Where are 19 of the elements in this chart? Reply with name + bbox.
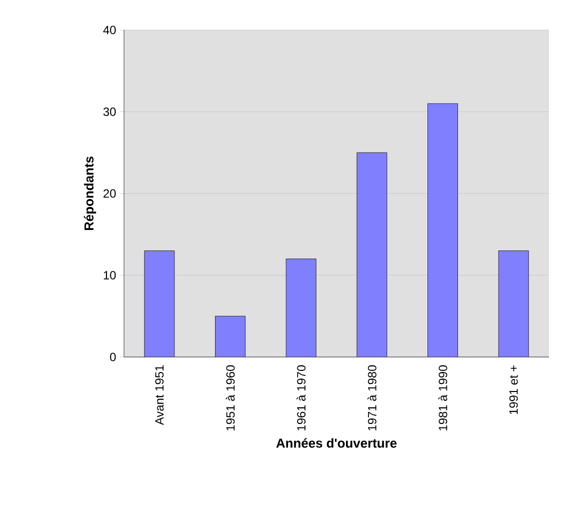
x-tick-label: 1961 à 1970 [296, 365, 306, 430]
y-axis-title: Répondants [84, 156, 96, 230]
bar [356, 152, 387, 357]
y-tick-label: 30 [103, 108, 116, 116]
x-tick-label: Avant 1951 [155, 365, 164, 426]
y-tick-label: 40 [103, 26, 116, 34]
x-axis-title: Années d'ouverture [276, 438, 397, 448]
x-tick-label: 1991 et + [509, 365, 518, 414]
bar [215, 316, 246, 357]
y-tick-label: 10 [104, 271, 116, 280]
x-tick-label: 1981 à 1990 [438, 365, 448, 430]
y-tick-label: 0 [110, 352, 116, 362]
bar [286, 258, 316, 357]
bar [498, 250, 529, 357]
y-tick-label: 20 [104, 189, 116, 198]
x-tick-label: 1951 à 1960 [226, 365, 235, 430]
x-tick-label: 1971 à 1980 [367, 365, 376, 430]
bar [428, 104, 458, 357]
bar [144, 250, 174, 357]
